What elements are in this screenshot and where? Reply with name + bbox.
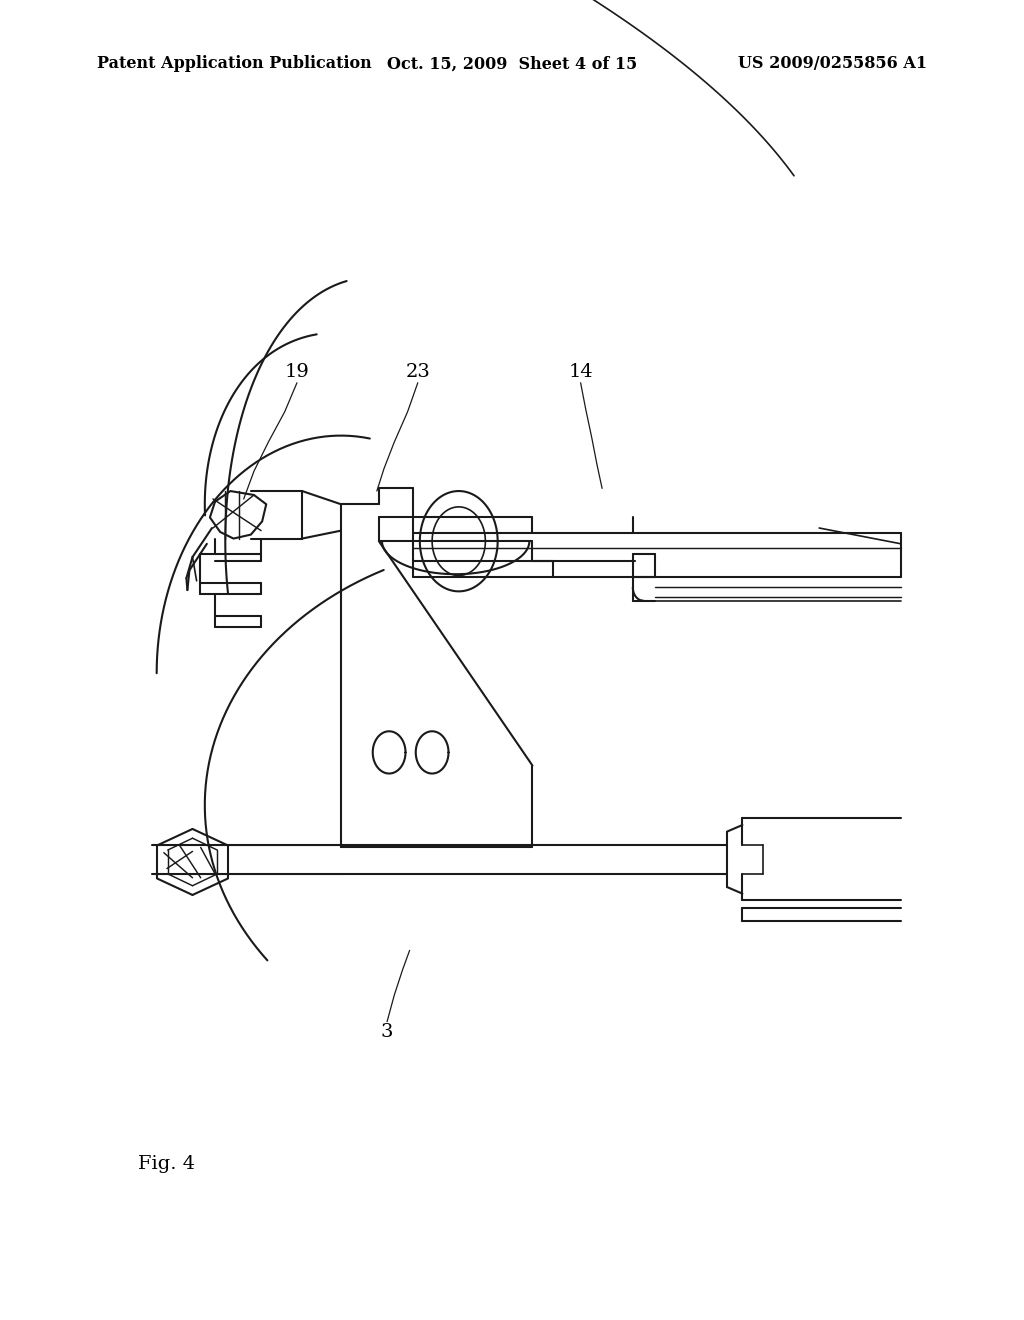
Text: Oct. 15, 2009  Sheet 4 of 15: Oct. 15, 2009 Sheet 4 of 15	[387, 55, 637, 73]
Text: Patent Application Publication: Patent Application Publication	[97, 55, 372, 73]
Text: Fig. 4: Fig. 4	[138, 1155, 196, 1173]
Text: 3: 3	[381, 1023, 393, 1041]
Text: 19: 19	[285, 363, 309, 381]
Text: 23: 23	[406, 363, 430, 381]
Text: US 2009/0255856 A1: US 2009/0255856 A1	[737, 55, 927, 73]
Text: 14: 14	[568, 363, 593, 381]
